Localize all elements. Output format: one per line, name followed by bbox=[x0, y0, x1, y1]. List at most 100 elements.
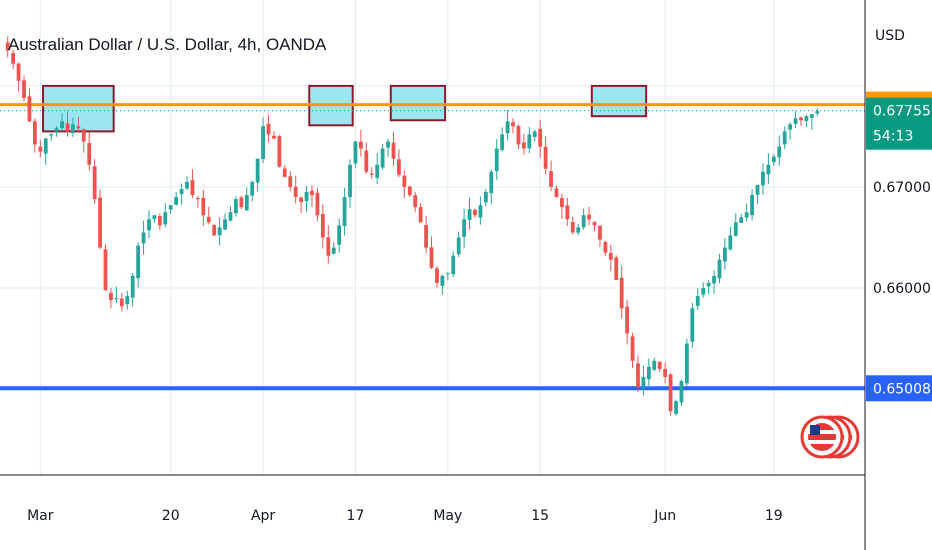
candle-body bbox=[527, 134, 532, 149]
time-tick-label: 19 bbox=[765, 508, 783, 524]
candle-body bbox=[467, 209, 472, 221]
candle-body bbox=[163, 212, 168, 225]
candle-body bbox=[619, 277, 624, 309]
candle-body bbox=[560, 197, 564, 208]
resistance-zone bbox=[590, 84, 648, 118]
candle-body bbox=[723, 247, 727, 262]
candle-body bbox=[695, 296, 700, 306]
candle-body bbox=[755, 184, 760, 195]
candle-body bbox=[369, 173, 374, 175]
time-tick-label: 17 bbox=[347, 508, 365, 524]
candle-body bbox=[717, 259, 722, 279]
candle-body bbox=[130, 275, 135, 298]
us-flag-icon-canton bbox=[810, 425, 820, 435]
candle-body bbox=[587, 214, 591, 220]
candle-body bbox=[320, 214, 325, 238]
candle-body bbox=[712, 275, 716, 284]
candle-body bbox=[239, 197, 244, 208]
candle-body bbox=[244, 195, 249, 211]
candle-body bbox=[440, 275, 445, 286]
candle-body bbox=[761, 171, 765, 186]
candle-body bbox=[538, 128, 543, 147]
candle-body bbox=[87, 143, 92, 165]
candle-body bbox=[451, 255, 456, 275]
candle-body bbox=[793, 118, 798, 124]
candle-body bbox=[375, 164, 380, 178]
horizontal-lines bbox=[0, 103, 865, 391]
candle-body bbox=[478, 205, 483, 218]
currency-label: USD bbox=[875, 28, 905, 44]
candle-body bbox=[657, 361, 662, 369]
candle-body bbox=[147, 219, 151, 231]
candle-body bbox=[60, 121, 64, 129]
us-flag-icon[interactable] bbox=[800, 415, 844, 459]
resistance-zones bbox=[42, 84, 648, 133]
candle-body bbox=[141, 232, 146, 244]
candle-body bbox=[674, 401, 678, 414]
candle-body bbox=[608, 253, 613, 260]
candle-body bbox=[342, 197, 347, 227]
candle-body bbox=[364, 150, 369, 172]
us-flag-icon-stripe bbox=[808, 440, 836, 444]
candle-body bbox=[228, 212, 233, 221]
candle-body bbox=[641, 376, 646, 389]
candle-body bbox=[212, 225, 217, 236]
candle-body bbox=[5, 42, 10, 51]
candle-body bbox=[43, 138, 48, 154]
candle-body bbox=[456, 237, 461, 255]
candle-body bbox=[494, 148, 499, 172]
candle-body bbox=[32, 121, 37, 145]
candle-body bbox=[646, 366, 651, 380]
candle-body bbox=[424, 225, 428, 248]
us-flag-icon-stripe bbox=[808, 430, 836, 434]
candle-body bbox=[782, 131, 787, 145]
candle-body bbox=[157, 216, 162, 226]
candle-body bbox=[190, 180, 195, 196]
candlesticks bbox=[5, 36, 820, 416]
candle-body bbox=[603, 241, 608, 253]
candle-body bbox=[804, 116, 809, 121]
candle-body bbox=[413, 195, 418, 208]
candle-body bbox=[663, 368, 668, 377]
candle-body bbox=[483, 192, 488, 203]
candle-body bbox=[299, 197, 304, 203]
candle-body bbox=[272, 135, 276, 139]
candle-body bbox=[185, 181, 189, 189]
candle-body bbox=[679, 381, 684, 403]
price-tick-label: 0.66000 bbox=[873, 281, 931, 297]
candle-body bbox=[49, 134, 54, 136]
last-price-label: 0.67755 bbox=[873, 104, 931, 120]
candle-body bbox=[179, 188, 184, 195]
candle-body bbox=[391, 142, 396, 159]
candle-body bbox=[532, 131, 537, 137]
candle-body bbox=[435, 268, 439, 283]
candle-body bbox=[277, 136, 282, 167]
candle-body bbox=[304, 192, 309, 202]
time-tick-label: Apr bbox=[251, 508, 275, 524]
time-tick-label: Jun bbox=[653, 508, 676, 524]
candle-body bbox=[445, 272, 450, 274]
candle-body bbox=[217, 227, 222, 236]
candle-body bbox=[65, 123, 70, 132]
candle-body bbox=[565, 205, 570, 220]
candle-body bbox=[201, 197, 206, 216]
candle-body bbox=[489, 171, 494, 194]
candle-body bbox=[11, 52, 16, 64]
candle-body bbox=[739, 217, 744, 223]
candle-body bbox=[429, 247, 434, 268]
candle-body bbox=[771, 156, 776, 163]
candle-body bbox=[16, 63, 21, 81]
candle-body bbox=[206, 216, 211, 223]
candle-body bbox=[103, 249, 108, 291]
candle-body bbox=[516, 125, 521, 145]
candle-body bbox=[652, 360, 657, 370]
candle-body bbox=[418, 207, 423, 223]
candle-body bbox=[462, 219, 467, 237]
candle-body bbox=[71, 124, 75, 134]
candle-body bbox=[397, 159, 401, 175]
us-flag-icons[interactable] bbox=[800, 415, 860, 459]
candle-body bbox=[223, 219, 227, 230]
